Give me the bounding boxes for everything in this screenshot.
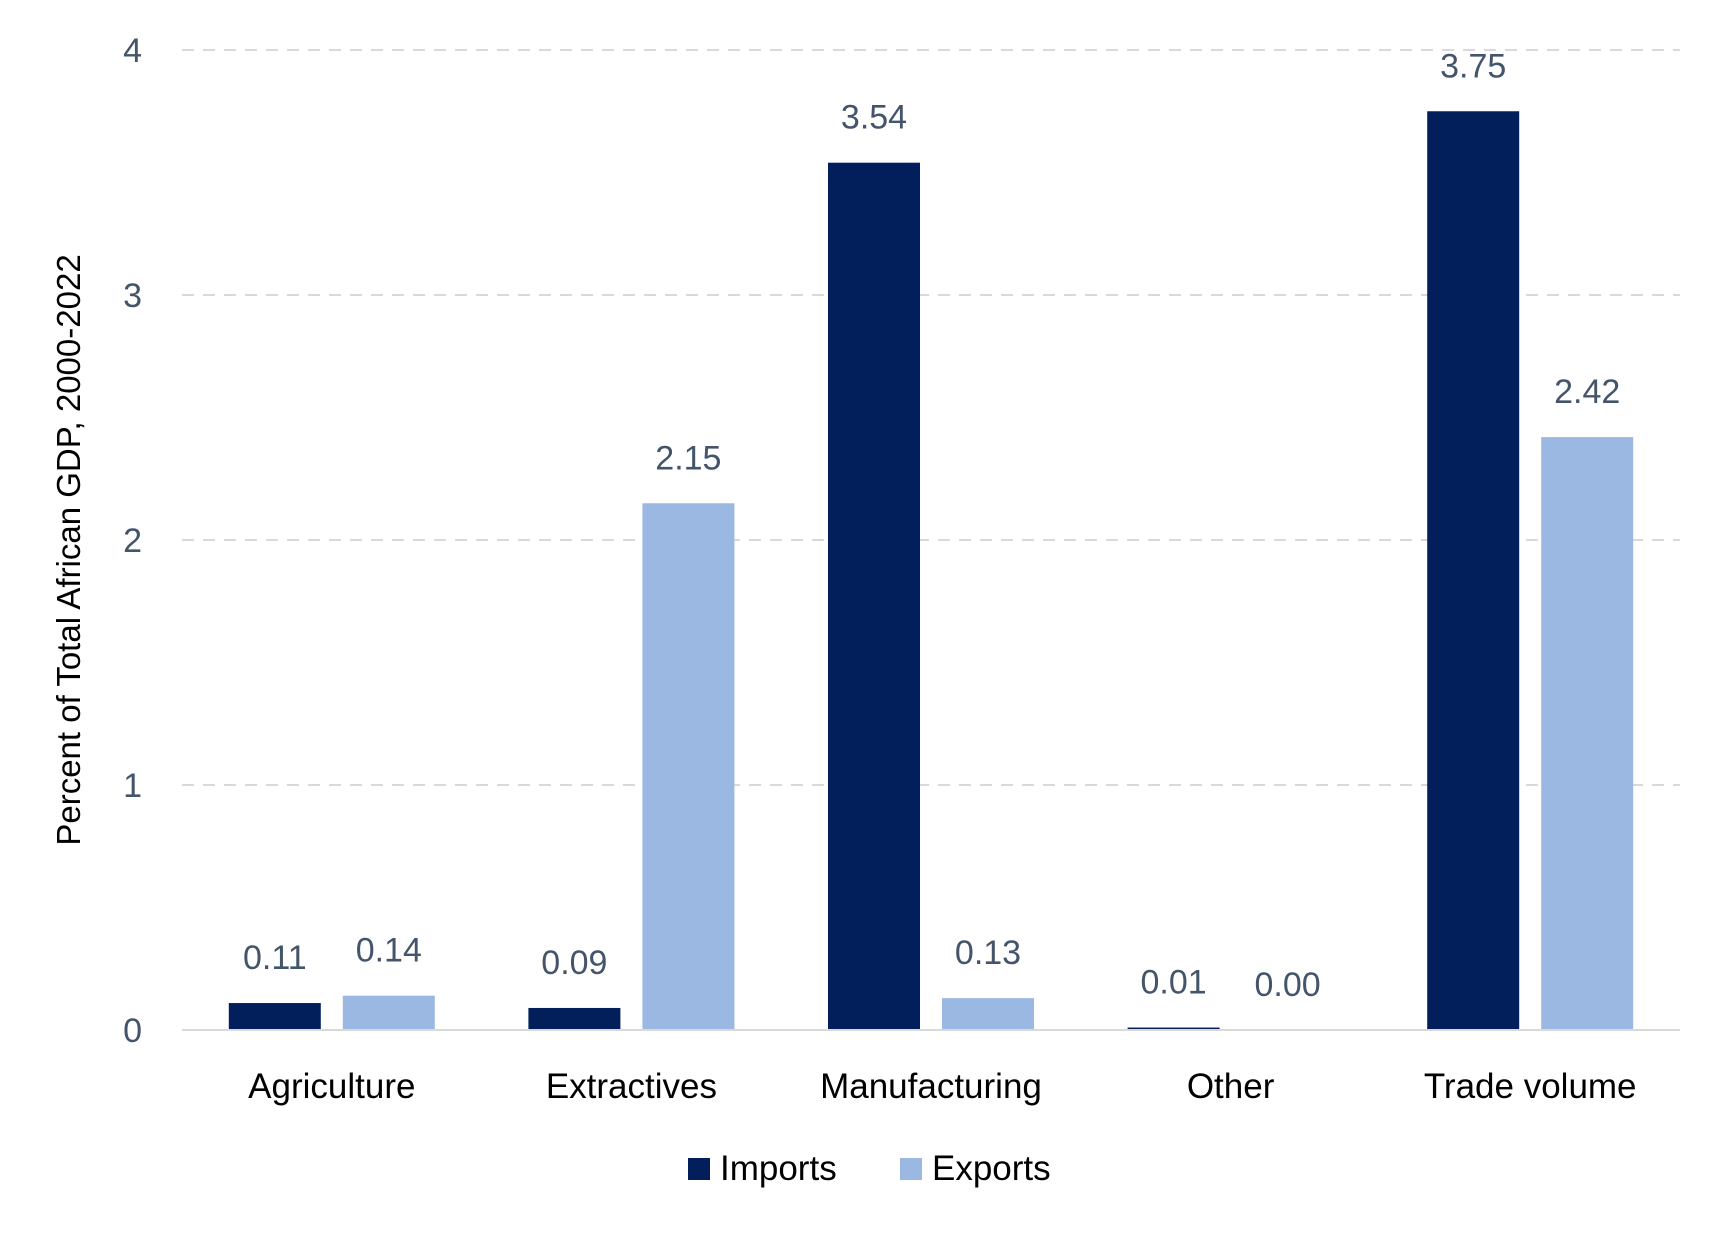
x-tick-label: Other [1187, 1067, 1275, 1106]
bar-exports [642, 503, 735, 1030]
data-labels: 0.11 0.14 0.09 2.15 3.54 0.13 0.01 0.00 3.75 2.42 [243, 47, 1620, 1004]
x-tick-label: Extractives [546, 1067, 717, 1106]
data-label: 0.14 [356, 932, 422, 970]
x-tick-label: Manufacturing [820, 1067, 1042, 1106]
legend-label: Imports [720, 1149, 837, 1188]
legend: Imports Exports [688, 1149, 1051, 1188]
legend-label: Exports [932, 1149, 1051, 1188]
data-label: 0.13 [955, 934, 1021, 972]
x-tick-label: Trade volume [1424, 1067, 1637, 1106]
x-tick-label: Agriculture [248, 1067, 415, 1106]
legend-swatch-imports [688, 1158, 710, 1180]
bar-imports [828, 162, 920, 1030]
bar-exports [342, 995, 435, 1030]
y-tick-label: 0 [123, 1012, 142, 1050]
data-label: 3.75 [1440, 47, 1506, 85]
data-label: 2.15 [655, 439, 721, 477]
data-label: 0.01 [1141, 964, 1207, 1002]
x-axis-ticks: Agriculture Extractives Manufacturing Other… [248, 1067, 1636, 1106]
y-axis-title: Percent of Total African GDP, 2000-2022 [50, 254, 87, 845]
data-label: 2.42 [1554, 373, 1620, 411]
bars [228, 111, 1634, 1031]
legend-swatch-exports [900, 1158, 922, 1180]
data-label: 3.54 [841, 99, 907, 137]
data-label: 0.00 [1255, 966, 1321, 1004]
bar-imports [1127, 1027, 1220, 1030]
bar-exports [942, 998, 1034, 1030]
data-label: 0.09 [541, 944, 607, 982]
bar-exports [1541, 437, 1634, 1031]
y-tick-label: 1 [123, 767, 142, 805]
y-tick-label: 3 [123, 277, 142, 315]
y-tick-label: 4 [123, 32, 142, 70]
bar-imports [228, 1003, 321, 1030]
y-tick-label: 2 [123, 522, 142, 560]
y-axis-ticks: 0 1 2 3 4 [123, 32, 142, 1050]
data-label: 0.11 [243, 939, 307, 977]
bar-imports [528, 1007, 621, 1030]
bar-imports [1427, 111, 1520, 1030]
